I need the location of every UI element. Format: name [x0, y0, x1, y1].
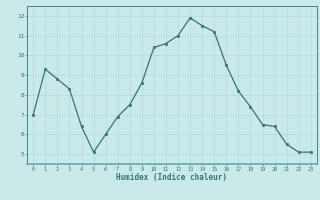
X-axis label: Humidex (Indice chaleur): Humidex (Indice chaleur) — [116, 173, 228, 182]
